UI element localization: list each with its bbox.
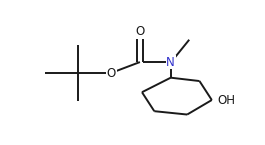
Text: OH: OH <box>217 94 235 107</box>
Text: O: O <box>135 25 144 38</box>
Text: O: O <box>107 67 116 80</box>
Text: N: N <box>166 56 175 69</box>
